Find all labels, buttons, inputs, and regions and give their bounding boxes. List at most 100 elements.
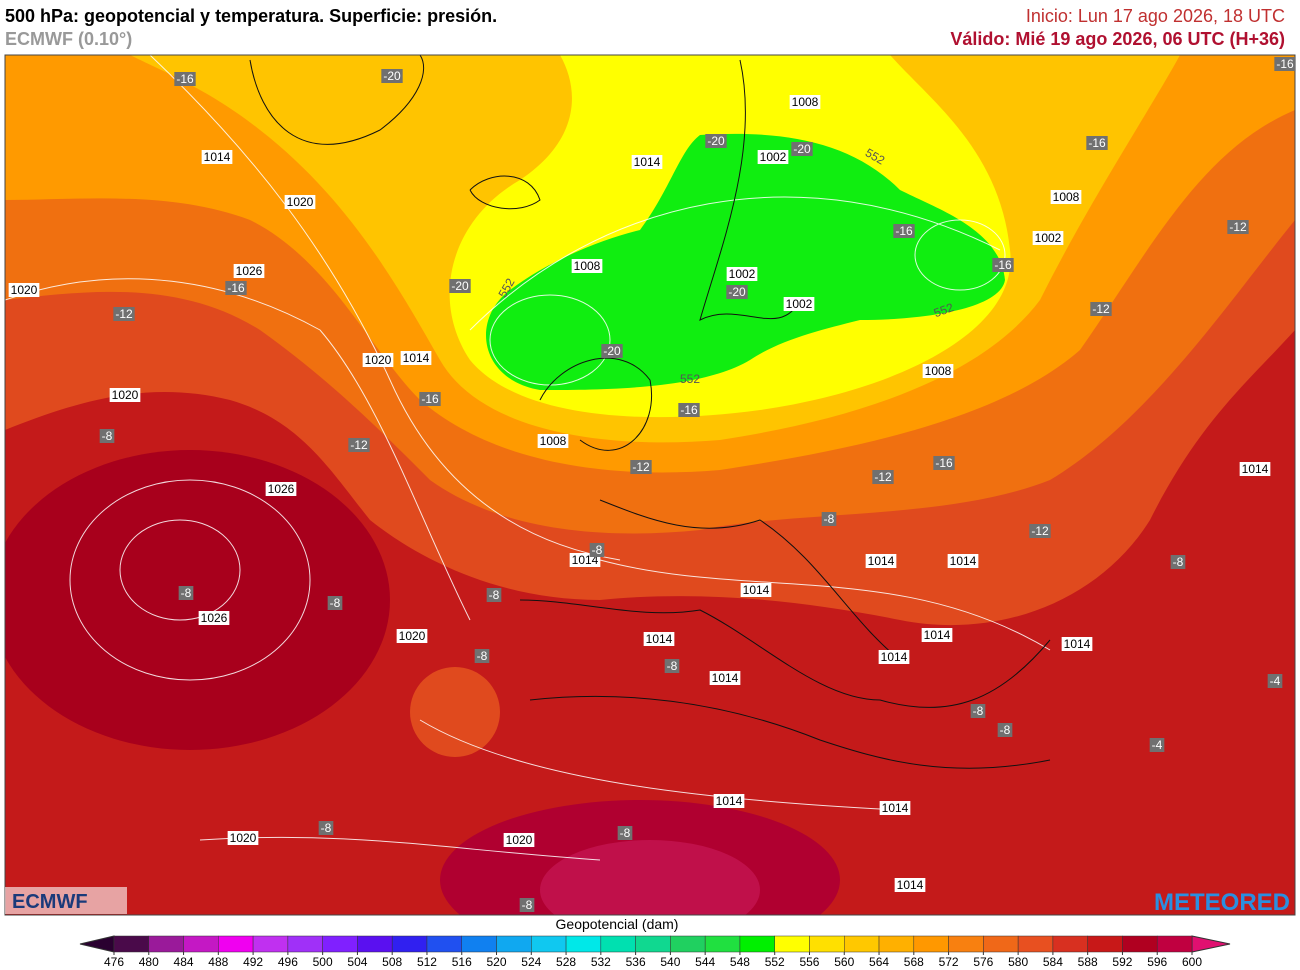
temperature-label: -8 [327, 596, 343, 610]
temperature-label: -16 [225, 281, 247, 295]
temperature-label: -20 [449, 279, 471, 293]
colorbar-tick-label: 568 [904, 955, 924, 969]
temperature-label-box [449, 279, 471, 293]
colorbar-tick-label: 536 [626, 955, 646, 969]
init-time: Inicio: Lun 17 ago 2026, 18 UTC [1026, 6, 1285, 26]
temperature-label: -4 [1267, 674, 1283, 688]
colorbar-tick-label: 592 [1112, 955, 1132, 969]
colorbar-under [79, 935, 115, 953]
pressure-label-box [921, 628, 953, 642]
temperature-label-box [933, 456, 955, 470]
pressure-label-text: 1014 [882, 801, 909, 815]
temperature-label: -12 [348, 438, 370, 452]
pressure-label-text: 1026 [236, 264, 263, 278]
pressure-label-box [284, 195, 316, 209]
colorbar-tick-label: 540 [660, 955, 680, 969]
pressure-label-text: 1008 [925, 364, 952, 378]
pressure-label-box [709, 671, 741, 685]
colorbar-cell [461, 935, 497, 953]
temperature-label: -8 [318, 821, 334, 835]
pressure-label: 1014 [879, 801, 911, 815]
temperature-label-box [872, 470, 894, 484]
temperature-label-text: -8 [1000, 723, 1011, 737]
pressure-label-box [571, 259, 603, 273]
title: 500 hPa: geopotencial y temperatura. Sup… [5, 6, 497, 26]
pressure-label: 1002 [783, 297, 815, 311]
pressure-label-box [878, 650, 910, 664]
pressure-label-box [198, 611, 230, 625]
colorbar-cell [1087, 935, 1123, 953]
pressure-label-text: 1014 [897, 878, 924, 892]
colorbar-cell [496, 935, 532, 953]
pressure-label-text: 1026 [268, 482, 295, 496]
temperature-label-box [1090, 302, 1112, 316]
temperature-label-text: -12 [115, 307, 133, 321]
colorbar-tick-label: 576 [973, 955, 993, 969]
temperature-label: -12 [1090, 302, 1112, 316]
temperature-label-box [893, 224, 915, 238]
colorbar-tick-label: 480 [139, 955, 159, 969]
colorbar-tick-label: 516 [452, 955, 472, 969]
colorbar-cell [1122, 935, 1158, 953]
pressure-label-text: 1014 [634, 155, 661, 169]
temperature-label-box [519, 898, 535, 912]
temperature-label-text: -12 [1229, 220, 1247, 234]
temperature-label-box [601, 344, 623, 358]
legend-title: Geopotencial (dam) [556, 916, 679, 932]
pressure-label-text: 1020 [506, 833, 533, 847]
pressure-label-text: 1020 [112, 388, 139, 402]
pressure-label-text: 1014 [868, 554, 895, 568]
field [486, 133, 1005, 390]
temperature-label-box [474, 649, 490, 663]
temperature-label: -8 [997, 723, 1013, 737]
colorbar-cell [565, 935, 602, 953]
temperature-label-box [970, 704, 986, 718]
colorbar-tick-label: 532 [591, 955, 611, 969]
pressure-label: 1008 [789, 95, 821, 109]
temperature-label: -8 [99, 429, 115, 443]
pressure-label: 1014 [709, 671, 741, 685]
temperature-label-box [1149, 738, 1165, 752]
temperature-label-box [419, 392, 441, 406]
temperature-label-text: -16 [1276, 57, 1294, 71]
pressure-label: 1008 [922, 364, 954, 378]
temperature-label: -20 [726, 285, 748, 299]
pressure-label: 1014 [1061, 637, 1093, 651]
field [410, 667, 500, 757]
temperature-label: -8 [178, 586, 194, 600]
colorbar-cell [600, 935, 636, 953]
colorbar: 476 480 484 488 492 496 500 504 508 512 516 520 524 5… [79, 935, 1231, 969]
colorbar-tick-label: 484 [174, 955, 194, 969]
colorbar-tick-label: 520 [487, 955, 507, 969]
temperature-label-text: -8 [1173, 555, 1184, 569]
temperature-label-text: -8 [330, 596, 341, 610]
pressure-label-text: 1008 [792, 95, 819, 109]
temperature-label-text: -16 [176, 72, 194, 86]
pressure-label-box [643, 632, 675, 646]
pressure-label-box [894, 878, 926, 892]
temperature-label-text: -12 [632, 460, 650, 474]
pressure-label-box [757, 150, 789, 164]
temperature-label-text: -8 [321, 821, 332, 835]
pressure-label-box [922, 364, 954, 378]
temperature-label-box [1274, 57, 1296, 71]
temperature-label: -16 [1274, 57, 1296, 71]
field [540, 840, 760, 915]
temperature-label-box [113, 307, 135, 321]
temperature-label: -12 [872, 470, 894, 484]
temperature-label: -16 [419, 392, 441, 406]
colorbar-cell [809, 935, 845, 953]
temperature-label-text: -8 [824, 512, 835, 526]
pressure-label-box [400, 351, 432, 365]
temperature-label: -16 [174, 72, 196, 86]
map-frame [4, 54, 1296, 916]
pressure-label-box [1061, 637, 1093, 651]
logo-left: ECMWF [12, 891, 88, 913]
temperature-label: -12 [1029, 524, 1051, 538]
colorbar-cell [774, 935, 810, 953]
temperature-label-box [630, 460, 652, 474]
temperature-label-box [327, 596, 343, 610]
colorbar-tick-label: 508 [382, 955, 402, 969]
temperature-label-text: -12 [350, 438, 368, 452]
